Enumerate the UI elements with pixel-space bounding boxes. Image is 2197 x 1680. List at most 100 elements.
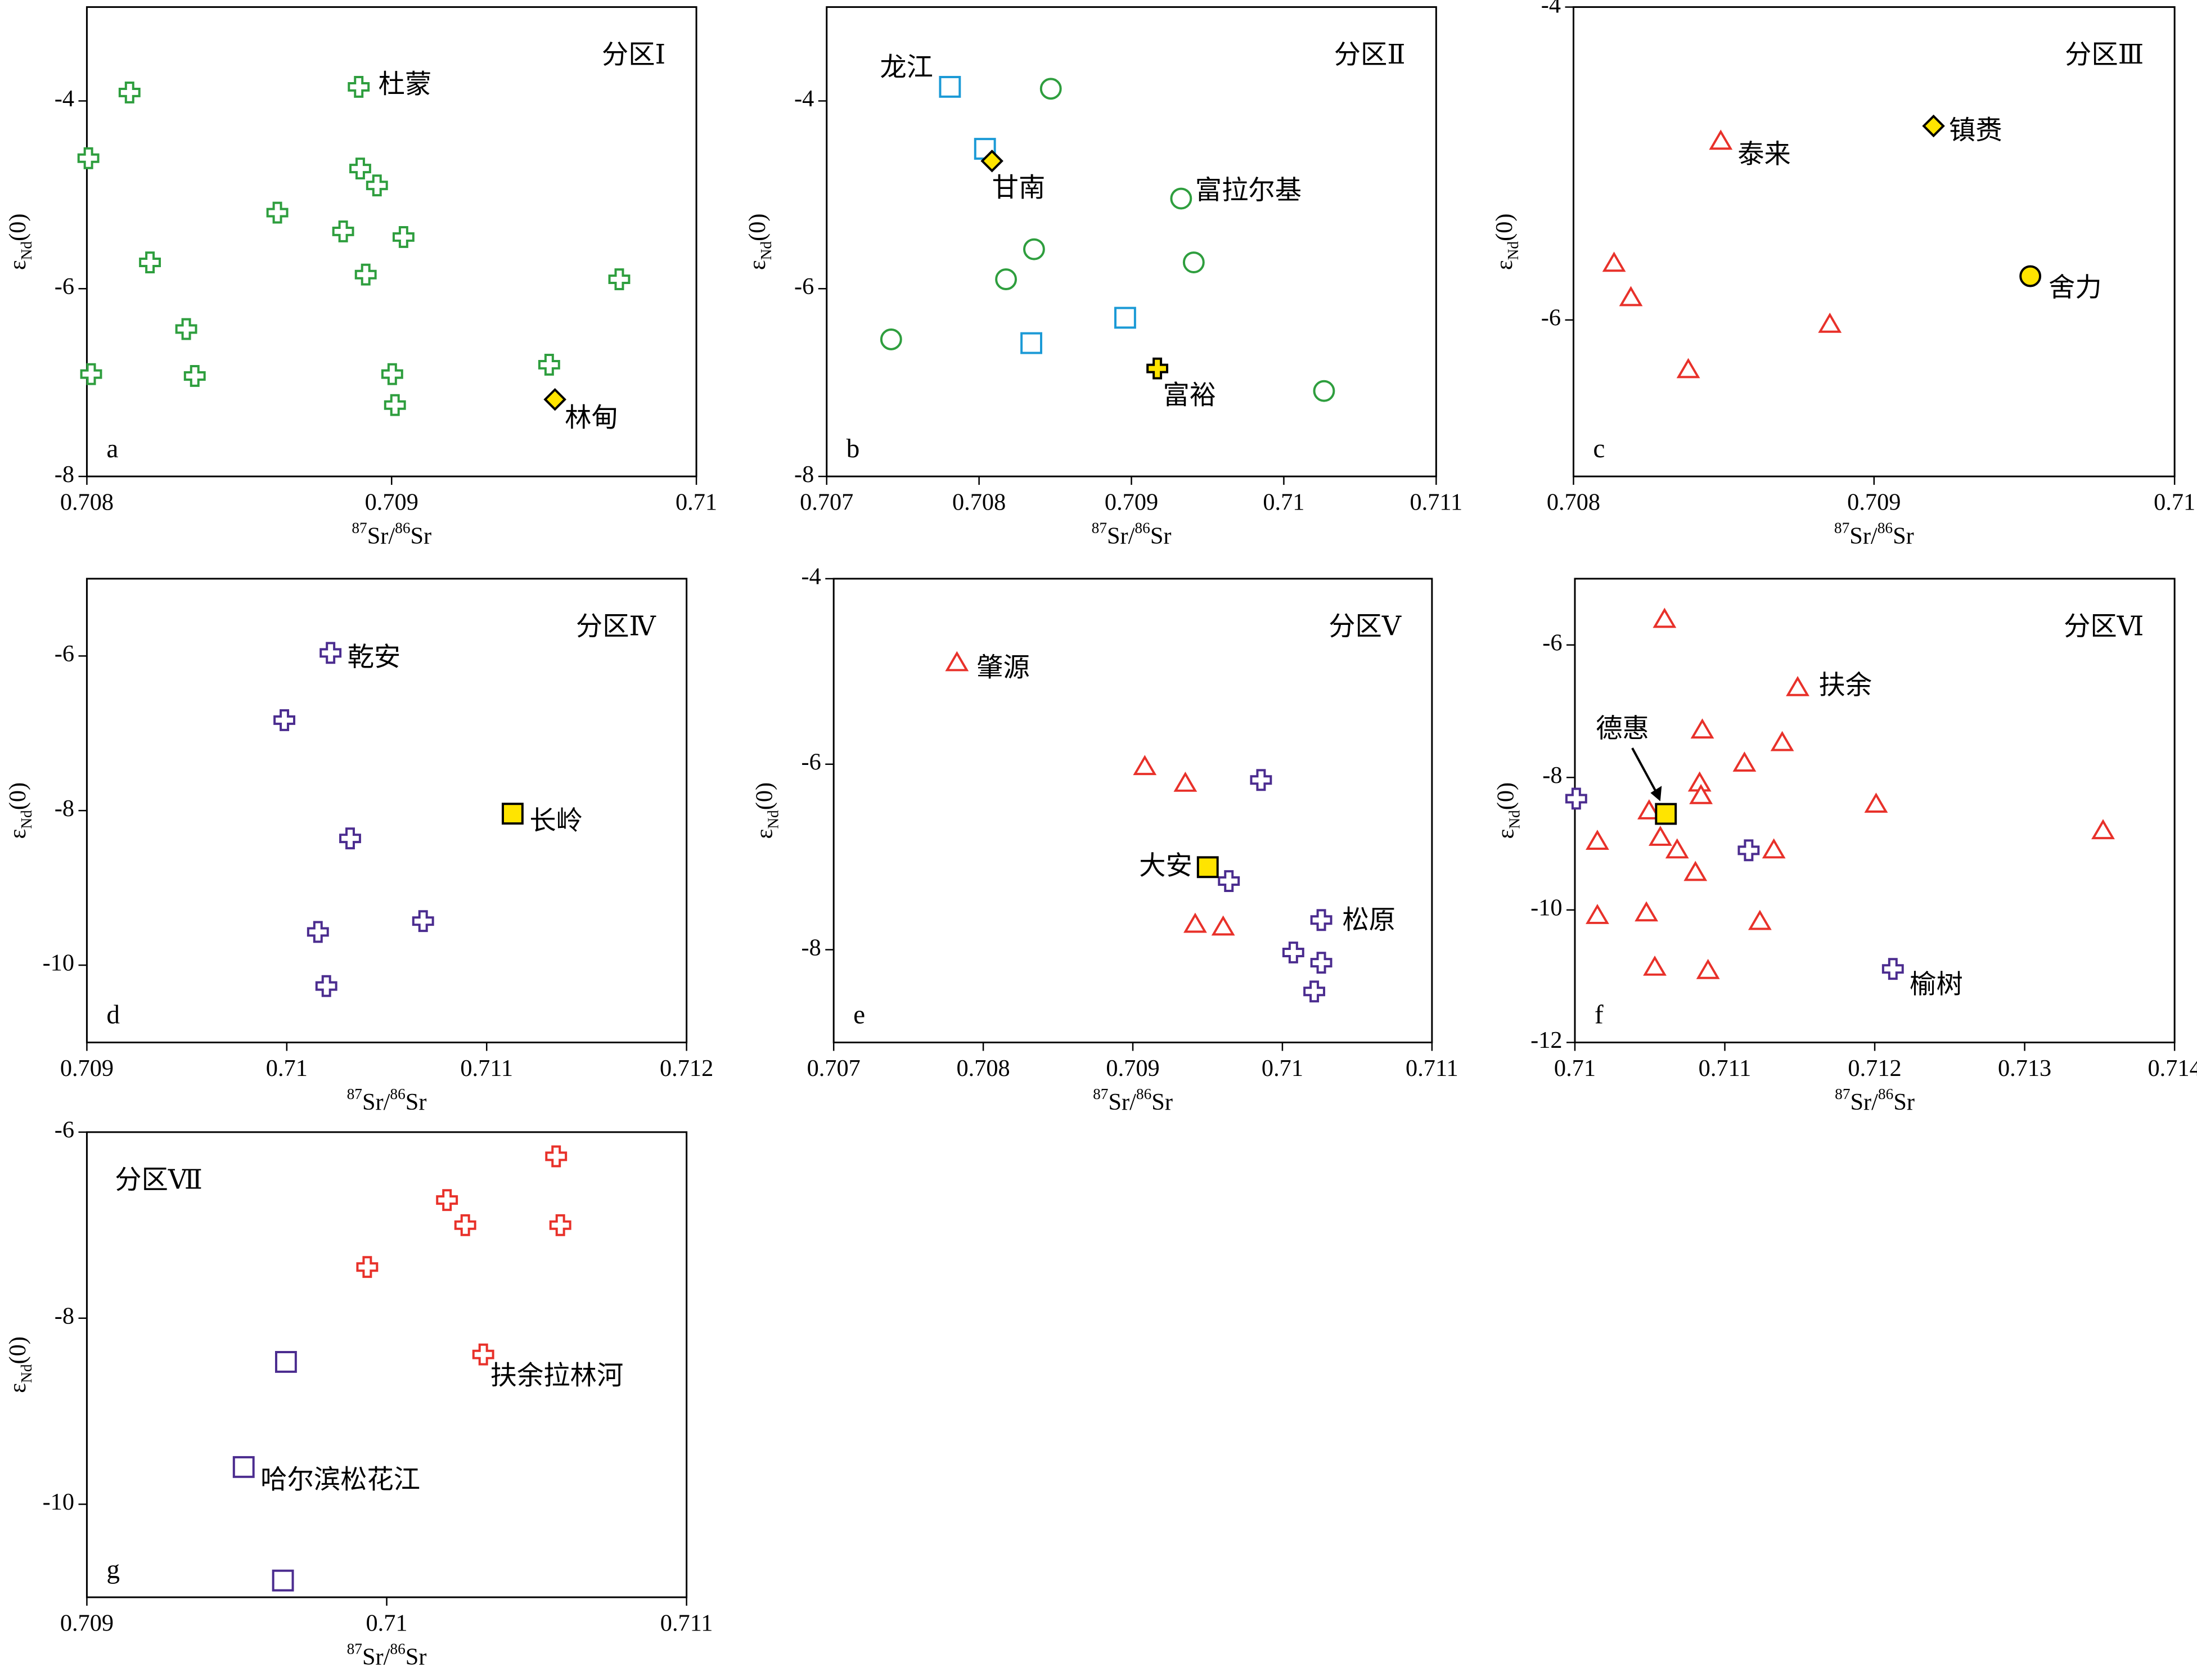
- y-axis-label: εNd(0): [1491, 213, 1522, 270]
- y-axis-label: εNd(0): [4, 214, 35, 271]
- point: [1146, 357, 1169, 380]
- point: [1818, 312, 1842, 333]
- panel: 0.708 0.709 0.71 -6 -4 87Sr/86Sr εNd(0) 分区Ⅲ c 泰来 镇…: [1491, 0, 2196, 549]
- point: [366, 174, 388, 197]
- point-label: 肇源: [976, 653, 1030, 682]
- x-axis-label-part: Sr/: [1109, 1089, 1137, 1115]
- point-label: 长岭: [529, 807, 583, 836]
- panel-title: 分区Ⅳ: [576, 612, 656, 641]
- point: [175, 318, 197, 340]
- point-label: 扶余拉林河: [490, 1361, 624, 1390]
- x-tick-label: 0.709: [1847, 489, 1901, 516]
- x-axis-label-part: Sr/: [1849, 523, 1878, 549]
- point: [1173, 771, 1197, 792]
- point: [392, 226, 415, 248]
- point-label: 林甸: [565, 403, 618, 433]
- x-tick-label: 0.71: [1263, 489, 1304, 516]
- point: [274, 1351, 297, 1373]
- x-tick-label: 0.709: [60, 1055, 114, 1082]
- x-axis-label-part: 87: [347, 1641, 362, 1658]
- x-tick-label: 0.708: [956, 1055, 1010, 1082]
- y-axis-label-part: (0): [4, 782, 31, 810]
- x-tick-label: 0.707: [807, 1055, 861, 1082]
- y-axis-label: εNd(0): [744, 213, 775, 270]
- y-axis-label-part: (0): [1491, 213, 1518, 241]
- x-tick-label: 0.71: [366, 1610, 407, 1636]
- point: [1020, 332, 1042, 354]
- x-axis-label: 87Sr/86Sr: [347, 1641, 427, 1670]
- x-tick-label: 0.711: [660, 1610, 713, 1636]
- x-tick-label: 0.71: [266, 1055, 308, 1082]
- point: [1653, 607, 1677, 628]
- point-label: 大安: [1139, 852, 1192, 881]
- point: [1648, 826, 1672, 846]
- x-axis-label-part: Sr: [406, 1643, 427, 1670]
- y-tick-label: -10: [43, 950, 74, 976]
- point: [1881, 958, 1904, 980]
- y-axis-label-part: (0): [751, 782, 777, 810]
- panel-title: 分区Ⅱ: [1334, 40, 1406, 70]
- x-tick-label: 0.71: [1554, 1055, 1596, 1082]
- point: [354, 263, 377, 286]
- x-axis-label-part: 86: [390, 1641, 405, 1658]
- y-axis-label: εNd(0): [4, 1336, 35, 1393]
- x-axis-label-part: 87: [347, 1086, 362, 1102]
- point: [307, 921, 329, 943]
- y-axis-label-part: Nd: [18, 1364, 35, 1383]
- y-axis-label-part: ε: [744, 260, 771, 270]
- y-axis-label-part: Nd: [758, 241, 775, 260]
- point: [1748, 909, 1772, 930]
- point: [349, 157, 371, 180]
- point-label: 榆树: [1910, 970, 1963, 999]
- x-axis-label-part: Sr/: [362, 1643, 390, 1670]
- point: [348, 75, 370, 98]
- point: [332, 220, 354, 242]
- y-axis-label: εNd(0): [4, 782, 35, 839]
- point: [272, 1569, 294, 1592]
- x-axis-label-part: Sr/: [362, 1089, 390, 1115]
- x-tick-label: 0.711: [1699, 1055, 1752, 1082]
- point-label: 德惠: [1596, 714, 1649, 744]
- y-tick-label: -6: [55, 1117, 74, 1143]
- panel: 0.707 0.708 0.709 0.71 0.711 -8 -6 -4 87Sr/86Sr ε…: [751, 564, 1458, 1115]
- point-label: 富拉尔基: [1195, 176, 1302, 205]
- y-axis-label-part: Nd: [18, 241, 35, 260]
- y-axis-label-part: (0): [4, 1336, 31, 1364]
- y-tick-label: -6: [1541, 305, 1561, 331]
- point: [1211, 915, 1235, 936]
- point: [1770, 731, 1794, 751]
- point: [545, 1145, 568, 1168]
- point: [232, 1456, 255, 1478]
- point: [1737, 839, 1760, 862]
- point: [2019, 265, 2042, 287]
- y-tick-label: -6: [1542, 629, 1562, 656]
- y-tick-label: -8: [55, 1303, 74, 1329]
- point: [1637, 799, 1661, 819]
- point: [1690, 718, 1714, 739]
- point: [1565, 787, 1587, 810]
- y-tick-label: -8: [1542, 762, 1562, 789]
- point: [1039, 78, 1062, 100]
- point: [183, 365, 206, 387]
- panel-title: 分区Ⅴ: [1329, 612, 1402, 641]
- y-tick-label: -8: [55, 795, 74, 822]
- x-axis-label: 87Sr/86Sr: [1834, 520, 1914, 549]
- point: [939, 75, 961, 98]
- point: [266, 201, 289, 224]
- x-axis-label: 87Sr/86Sr: [347, 1086, 427, 1115]
- x-axis-label-part: 87: [1093, 1086, 1108, 1102]
- point: [356, 1256, 379, 1278]
- x-tick-label: 0.71: [2154, 489, 2195, 516]
- x-axis-label-part: Sr: [1893, 523, 1914, 549]
- x-axis-label-part: 86: [1878, 1086, 1893, 1102]
- point: [1310, 909, 1332, 931]
- x-tick-label: 0.71: [1262, 1055, 1303, 1082]
- y-axis-label: εNd(0): [751, 782, 782, 839]
- x-axis-label-part: Sr: [1150, 523, 1172, 549]
- point: [980, 150, 1003, 173]
- x-tick-label: 0.714: [2148, 1055, 2197, 1082]
- plot-frame: [1572, 6, 2176, 478]
- x-tick-label: 0.71: [676, 489, 717, 516]
- y-tick-label: -8: [55, 461, 74, 488]
- y-tick-label: -8: [802, 934, 821, 961]
